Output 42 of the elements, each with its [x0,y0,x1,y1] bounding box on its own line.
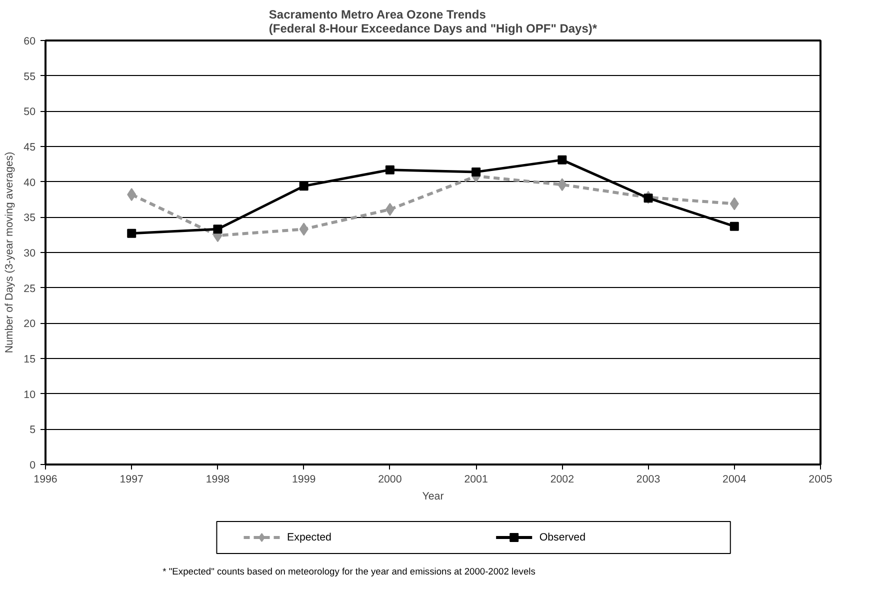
x-tick-label: 2004 [722,474,746,486]
y-tick-label: 50 [24,106,36,118]
y-tick-label: 35 [24,212,36,224]
x-axis-title: Year [422,490,444,502]
y-tick-label: 45 [24,142,36,154]
point [558,155,567,164]
x-tick-label: 2005 [808,474,832,486]
x-tick-label: 2000 [378,474,402,486]
text: * "Expected" counts based on meteorology for the year and emissions at 2000-2002 levels [162,566,536,576]
x-tick-label: 1998 [206,474,230,486]
y-tick-label: 55 [24,70,36,83]
y-tick-label: 10 [24,388,36,401]
point [299,182,308,191]
legend-label: Observed [539,532,586,544]
legend-label: Expected [287,532,332,544]
x-tick-label: 2003 [636,474,660,486]
point [127,188,136,202]
point [385,165,394,174]
y-tick-label: 25 [24,282,36,295]
y-tick-label: 0 [30,460,36,472]
point [213,224,222,234]
y-axis-title: Number of Days (3-year moving averages) [4,152,16,354]
x-tick-label: 2002 [550,474,574,486]
point [385,202,394,216]
point [472,167,481,176]
point [558,178,567,192]
x-tick-label: 1999 [292,474,316,486]
point [299,222,308,236]
y-tick-label: 60 [24,36,36,48]
y-tick-label: 40 [24,176,36,189]
point [644,194,653,203]
chart-title: Sacramento Metro Area Ozone Trends (Federal 8-Hour Exceedance Days and "High OPF" Days)* [268,8,598,36]
y-tick-label: 20 [24,318,36,330]
point [730,222,739,231]
y-tick-label: 5 [30,424,36,436]
y-tick-label: 15 [24,354,36,366]
x-tick-label: 1997 [120,474,144,486]
x-tick-label: 1996 [34,474,58,486]
y-tick-label: 30 [24,248,36,260]
x-tick-label: 2001 [464,474,488,486]
point [730,197,739,210]
point [127,228,136,238]
